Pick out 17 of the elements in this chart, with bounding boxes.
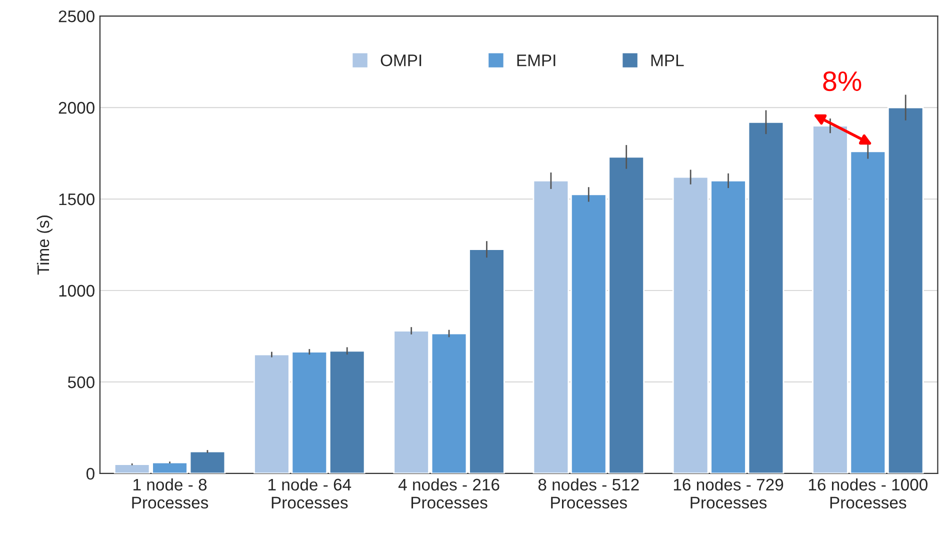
legend-label: MPL	[651, 54, 684, 66]
y-tick-label: 2500	[58, 10, 94, 22]
x-tick-label: 4 nodes - 216 Processes	[398, 478, 500, 509]
y-tick-label: 0	[86, 468, 94, 480]
legend-label: OMPI	[380, 54, 422, 66]
x-tick-label: 8 nodes - 512 Processes	[538, 478, 639, 509]
annotation: 8%	[823, 71, 862, 92]
y-axis-title: Time (s)	[36, 216, 52, 275]
x-tick-label: 16 nodes - 729 Processes	[674, 478, 784, 509]
x-tick-label: 16 nodes - 1000 Processes	[808, 478, 928, 509]
x-tick-label: 1 node - 8 Processes	[132, 478, 208, 509]
y-tick-label: 1000	[59, 284, 94, 297]
y-tick-label: 1500	[59, 193, 94, 206]
y-tick-label: 2000	[58, 102, 94, 114]
x-tick-label: 1 node - 64 Processes	[268, 478, 352, 509]
y-tick-label: 500	[68, 376, 94, 388]
legend-label: EMPI	[517, 54, 556, 66]
